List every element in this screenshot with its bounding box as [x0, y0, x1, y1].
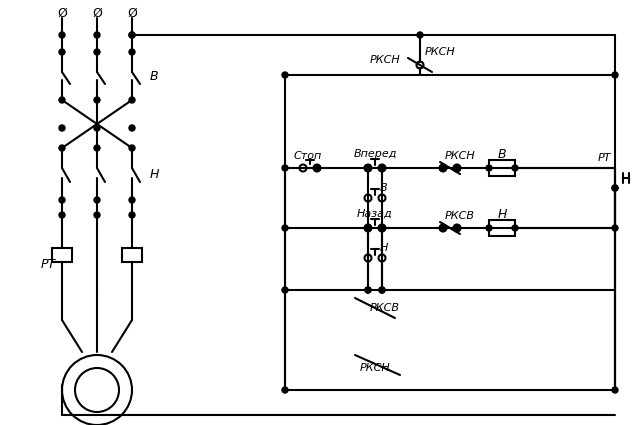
Text: PT: PT [598, 153, 612, 163]
Bar [489, 160, 515, 176]
Circle shape [59, 97, 65, 103]
Bar [489, 220, 515, 236]
Circle shape [440, 225, 446, 231]
Circle shape [365, 225, 371, 231]
Text: РКСВ: РКСВ [445, 211, 475, 221]
Text: Н: Н [380, 243, 388, 253]
Circle shape [94, 32, 100, 38]
Circle shape [512, 225, 518, 231]
Text: РКСН: РКСН [445, 151, 476, 161]
Circle shape [612, 185, 618, 191]
Circle shape [129, 49, 135, 55]
Circle shape [129, 32, 135, 38]
Text: Ø: Ø [57, 6, 67, 20]
Circle shape [282, 387, 288, 393]
Text: Вперед: Вперед [353, 149, 397, 159]
Circle shape [379, 287, 385, 293]
Circle shape [379, 225, 385, 231]
Circle shape [486, 165, 492, 171]
Circle shape [612, 225, 618, 231]
Text: B: B [497, 147, 506, 161]
Circle shape [379, 165, 385, 171]
Circle shape [282, 72, 288, 78]
Bar [122, 248, 142, 262]
Circle shape [612, 185, 618, 191]
Circle shape [379, 225, 385, 231]
Circle shape [365, 287, 371, 293]
Circle shape [365, 287, 371, 293]
Circle shape [59, 32, 65, 38]
Circle shape [486, 225, 492, 231]
Circle shape [94, 145, 100, 151]
Text: H: H [497, 207, 506, 221]
Circle shape [94, 197, 100, 203]
Circle shape [59, 125, 65, 131]
Circle shape [612, 387, 618, 393]
Text: Стоп: Стоп [294, 151, 322, 161]
Text: Ø: Ø [92, 6, 102, 20]
Text: РКСВ: РКСВ [370, 303, 400, 313]
Circle shape [365, 165, 371, 171]
Text: B: B [150, 70, 158, 82]
Circle shape [454, 165, 460, 171]
Circle shape [59, 212, 65, 218]
Text: РКСН: РКСН [370, 55, 401, 65]
Circle shape [512, 165, 518, 171]
Circle shape [59, 145, 65, 151]
Circle shape [612, 72, 618, 78]
Circle shape [282, 165, 288, 171]
Circle shape [379, 165, 385, 171]
Circle shape [282, 225, 288, 231]
Text: PT: PT [40, 258, 56, 272]
Text: B: B [380, 183, 388, 193]
Text: H: H [149, 167, 159, 181]
Circle shape [129, 145, 135, 151]
Circle shape [94, 212, 100, 218]
Text: Назад: Назад [357, 209, 393, 219]
Circle shape [129, 125, 135, 131]
Text: Ø: Ø [127, 6, 137, 20]
Bar [52, 248, 72, 262]
Circle shape [365, 225, 371, 231]
Circle shape [59, 49, 65, 55]
Circle shape [129, 32, 135, 38]
Circle shape [314, 165, 320, 171]
Circle shape [365, 165, 371, 171]
Circle shape [440, 165, 446, 171]
Circle shape [59, 197, 65, 203]
Circle shape [379, 287, 385, 293]
Circle shape [94, 97, 100, 103]
Circle shape [129, 197, 135, 203]
Circle shape [454, 225, 460, 231]
Circle shape [129, 97, 135, 103]
Circle shape [417, 32, 423, 38]
Text: РКСН: РКСН [360, 363, 391, 373]
Circle shape [94, 49, 100, 55]
Circle shape [94, 125, 100, 131]
Circle shape [129, 212, 135, 218]
Circle shape [282, 287, 288, 293]
Text: РКСН: РКСН [425, 47, 456, 57]
